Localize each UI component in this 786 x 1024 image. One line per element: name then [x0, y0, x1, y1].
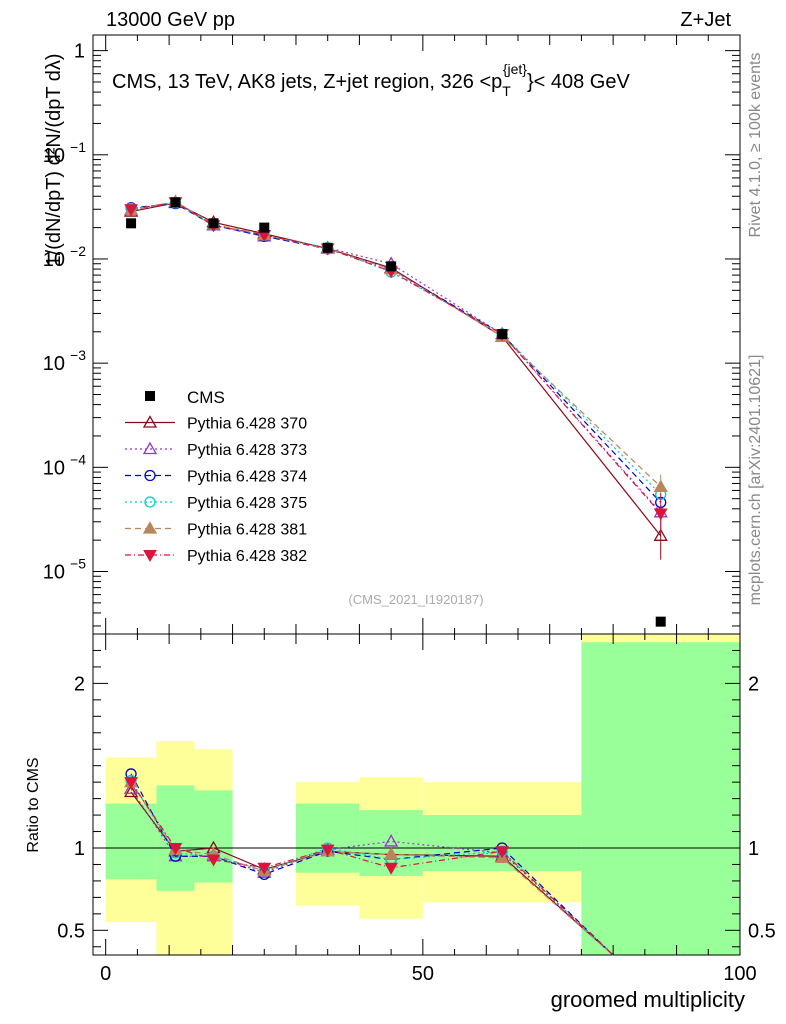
ratio-point-0-0 — [123, 784, 139, 798]
main-frame — [92, 34, 741, 635]
legend-label-4: Pythia 6.428 381 — [187, 522, 307, 539]
green-band-0 — [105, 803, 157, 880]
plot-title: CMS, 13 TeV, AK8 jets, Z+jet region, 326… — [112, 61, 630, 99]
y-axis-label-ratio: Ratio to CMS — [25, 757, 42, 852]
legend-marker-3 — [144, 496, 156, 508]
main-y-tick-label-2: 10 — [43, 249, 65, 271]
green-band-4 — [295, 803, 360, 873]
ratio-point-5-5 — [384, 862, 398, 875]
main-y-tick-label-1: 10 — [43, 145, 65, 167]
main-point-4-7 — [653, 479, 668, 492]
main-series-line-1 — [130, 201, 662, 513]
ratio-point-4-5 — [384, 847, 399, 860]
green-band-2 — [194, 790, 233, 883]
main-point-0-7 — [653, 528, 668, 541]
watermark: (CMS_2021_I1920187) — [348, 592, 483, 607]
main-y-tick-exp-2: −2 — [70, 243, 86, 259]
x-tick-label-2: 100 — [723, 963, 756, 985]
plot-title-sup: {jet} — [503, 61, 527, 77]
ratio-y-tick-label-0: 0.5 — [57, 920, 85, 942]
main-y-tick-label-0: 1 — [74, 41, 85, 63]
ratio-y-tick-label-right-1: 1 — [748, 838, 759, 860]
ratio-y-tick-label-1: 1 — [74, 838, 85, 860]
ratio-bands — [105, 634, 740, 955]
y-axis-label-main: 1/(dN/dpT) d²N/(dpT dλ) — [43, 53, 65, 266]
main-y-tick-label-4: 10 — [43, 457, 65, 479]
side-label-bottom: mcplots.cern.ch [arXiv:2401.10621] — [747, 355, 764, 606]
ratio-point-5-1 — [168, 843, 183, 856]
legend-cms-marker — [145, 391, 155, 401]
green-band-1 — [156, 785, 195, 891]
x-axis-label: groomed multiplicity — [551, 987, 745, 1012]
ratio-series-line-4 — [130, 781, 614, 956]
main-y-tick-exp-4: −4 — [70, 451, 86, 467]
cms-point-7 — [655, 616, 666, 627]
cms-point-5 — [386, 261, 397, 272]
legend-marker-1 — [142, 441, 158, 455]
legend: CMS Pythia 6.428 370 Pythia 6.428 373 Pythi… — [125, 388, 307, 565]
legend-label-0: Pythia 6.428 370 — [187, 416, 307, 433]
cms-point-1 — [170, 197, 181, 208]
ratio-frame-border — [92, 633, 741, 956]
legend-label-1: Pythia 6.428 373 — [187, 442, 307, 459]
legend-cms-label: CMS — [187, 388, 225, 407]
main-series-line-0 — [130, 202, 662, 537]
main-y-tick-exp-3: −3 — [70, 347, 86, 363]
legend-marker-2 — [144, 469, 156, 482]
ratio-y-tick-label-right-2: 2 — [748, 673, 759, 695]
header-right: Z+Jet — [680, 9, 731, 31]
main-frame-border — [92, 34, 741, 635]
main-series-line-5 — [130, 201, 662, 514]
ratio-point-1-0 — [123, 781, 139, 794]
cms-point-4 — [322, 242, 333, 253]
cms-point-0 — [126, 218, 137, 229]
legend-marker-5 — [143, 550, 157, 563]
plot-markers — [123, 194, 668, 880]
main-y-tick-label-5: 10 — [43, 561, 65, 583]
x-tick-label-1: 50 — [412, 963, 434, 985]
legend-label-3: Pythia 6.428 375 — [187, 495, 307, 512]
legend-marker-4 — [142, 521, 158, 534]
x-tick-label-0: 0 — [100, 963, 111, 985]
ratio-point-5-2 — [206, 854, 221, 867]
side-label-top: Rivet 4.1.0, ≥ 100k events — [747, 53, 764, 238]
ratio-series-line-0 — [130, 791, 614, 956]
cms-point-6 — [497, 329, 508, 340]
plot-title-end: }< 408 GeV — [527, 71, 631, 93]
legend-label-5: Pythia 6.428 382 — [187, 548, 307, 565]
ratio-point-5-3 — [257, 862, 272, 875]
plot-title-main: CMS, 13 TeV, AK8 jets, Z+jet region, 326… — [112, 71, 502, 93]
main-y-tick-label-3: 10 — [43, 353, 65, 375]
main-point-5-0 — [124, 204, 138, 217]
svg-text:CMS, 13 TeV, AK8 jets, Z+jet r: CMS, 13 TeV, AK8 jets, Z+jet region, 326… — [112, 61, 630, 99]
main-y-tick-exp-5: −5 — [70, 555, 86, 571]
ratio-frame — [92, 633, 741, 956]
green-band-7 — [581, 642, 740, 955]
ratio-point-5-0 — [124, 777, 138, 790]
ratio-point-1-5 — [384, 834, 399, 847]
legend-marker-0 — [142, 415, 158, 428]
header-left: 13000 GeV pp — [106, 9, 235, 31]
ratio-point-5-6 — [495, 846, 509, 859]
plot-title-sub: T — [502, 83, 511, 99]
cms-point-2 — [208, 218, 219, 229]
legend-label-2: Pythia 6.428 374 — [187, 469, 307, 486]
y-axis-label-main-text: 1/(dN/dpT) d²N/(dpT dλ) — [43, 53, 65, 266]
main-y-tick-exp-1: −1 — [70, 139, 86, 155]
main-point-5-7 — [653, 508, 668, 521]
ratio-y-tick-label-right-0: 0.5 — [748, 920, 776, 942]
cms-point-3 — [259, 222, 270, 233]
ratio-point-5-4 — [320, 844, 335, 857]
ratio-y-tick-label-2: 2 — [74, 673, 85, 695]
axis-ticks: 1 10 −1 10 −2 10 −3 10 −4 10 −5 0.5 0.5 1 1 2 2 0 50 100 — [43, 35, 776, 985]
